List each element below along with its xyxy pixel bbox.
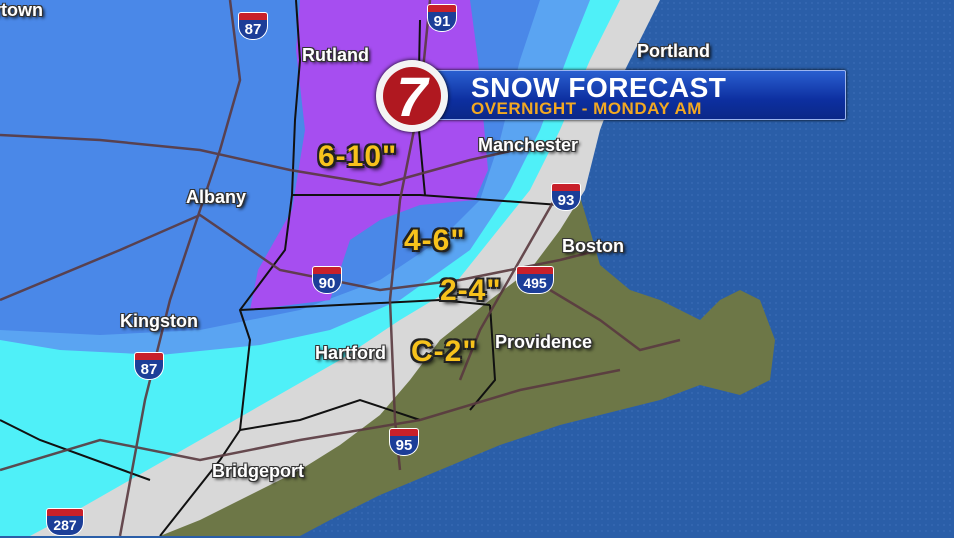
interstate-shield: 95 [389,428,419,458]
title-banner: SNOW FORECAST OVERNIGHT - MONDAY AM [430,70,846,120]
city-label: Portland [637,41,711,61]
snow-amount-label: 4-6" [404,224,466,257]
city-label: rtown [0,0,43,20]
logo-seven: 7 [383,67,441,127]
interstate-shield: 93 [551,183,581,213]
snow-amount-label: C-2" [411,335,478,368]
snow-amount-label: 2-4" [440,274,502,307]
interstate-shield: 87 [134,352,164,382]
city-label: Kingston [120,311,198,331]
city-label: Providence [495,332,593,352]
interstate-shield: 90 [312,266,342,296]
city-label: Bridgeport [212,461,304,481]
banner-subtitle: OVERNIGHT - MONDAY AM [471,99,702,118]
interstate-shield: 91 [427,4,457,34]
station-logo: 7 [376,60,448,132]
interstate-shield: 87 [238,12,268,42]
city-label: Hartford [315,343,386,363]
city-label: Albany [186,187,247,207]
city-label: Boston [562,236,624,256]
city-label: Rutland [302,45,369,65]
interstate-shield: 287 [46,508,84,538]
interstate-shield: 495 [516,266,554,296]
city-label: Manchester [478,135,579,155]
banner-title: SNOW FORECAST [471,72,727,103]
snow-amount-label: 6-10" [318,140,398,173]
